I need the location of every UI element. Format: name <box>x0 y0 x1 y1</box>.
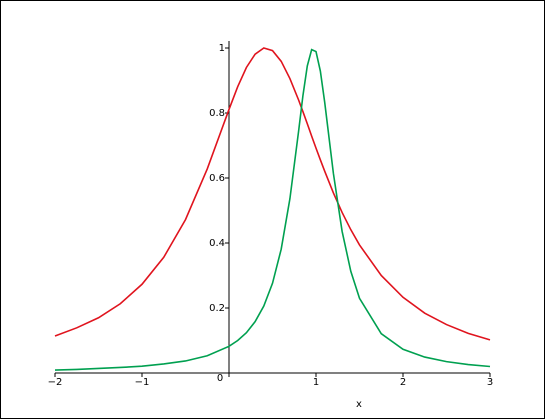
line-series <box>54 47 491 341</box>
line-series <box>54 48 491 371</box>
x-tick-label: 0 <box>217 373 223 384</box>
x-axis-label: x <box>356 399 362 410</box>
x-tick-label: 2 <box>400 377 406 388</box>
x-tick-label: −2 <box>48 377 63 388</box>
x-tick-label: 1 <box>313 377 319 388</box>
y-tick-label: 0.8 <box>209 108 225 119</box>
x-tick-label: −1 <box>135 377 150 388</box>
y-tick-label: 0.4 <box>209 238 225 249</box>
y-tick-label: 0.2 <box>209 303 225 314</box>
y-tick-label: 1 <box>219 43 225 54</box>
y-tick-label: 0.6 <box>209 173 225 184</box>
x-tick-label: 3 <box>487 377 493 388</box>
